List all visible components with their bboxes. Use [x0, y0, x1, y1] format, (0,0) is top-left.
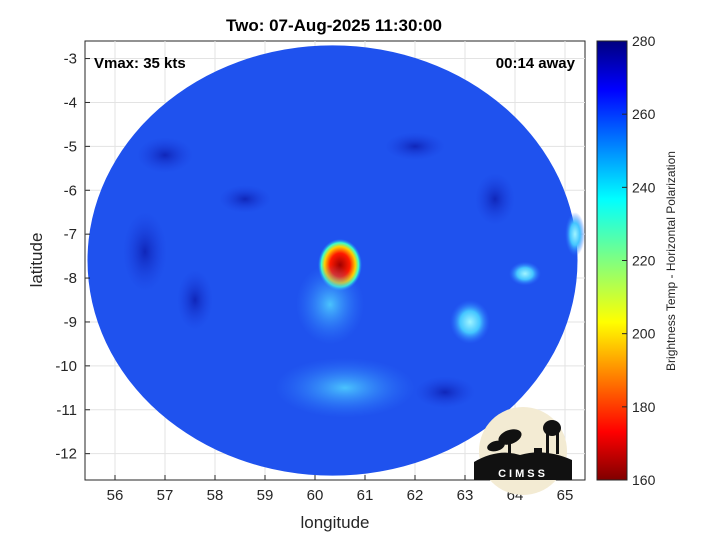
- x-axis-label: longitude: [300, 513, 369, 532]
- feature-inner-band: [296, 264, 364, 345]
- colorbar-tick-label: 280: [632, 33, 656, 49]
- cool-region: [137, 137, 193, 174]
- x-tick-label: 56: [107, 487, 124, 504]
- y-tick-label: -3: [64, 51, 77, 68]
- x-tick-label: 59: [257, 487, 274, 504]
- y-tick-label: -9: [64, 314, 77, 331]
- x-axis: 56 57 58 59 60 61 62 63 64 65: [107, 475, 574, 504]
- colorbar-tick-label: 220: [632, 253, 656, 269]
- vmax-annotation: Vmax: 35 kts: [94, 55, 186, 72]
- x-tick-label: 63: [457, 487, 474, 504]
- cool-region: [385, 132, 445, 161]
- y-tick-label: -4: [64, 94, 77, 111]
- y-axis: -3 -4 -5 -6 -7 -8 -9 -10 -11 -12: [55, 51, 90, 463]
- time-away-annotation: 00:14 away: [496, 55, 576, 72]
- x-tick-label: 60: [307, 487, 324, 504]
- cool-region: [475, 173, 515, 226]
- y-tick-label: -8: [64, 270, 77, 287]
- x-tick-label: 65: [557, 487, 574, 504]
- feature-south-band: [275, 357, 415, 418]
- chart-title: Two: 07-Aug-2025 11:30:00: [226, 16, 442, 35]
- x-tick-label: 57: [157, 487, 174, 504]
- x-tick-label: 58: [207, 487, 224, 504]
- y-tick-label: -12: [55, 446, 77, 463]
- colorbar-tick-label: 200: [632, 326, 656, 342]
- feature-edge-cells: [565, 212, 585, 257]
- colorbar-tick-label: 160: [632, 472, 656, 488]
- y-tick-label: -10: [55, 358, 77, 375]
- x-tick-label: 61: [357, 487, 374, 504]
- colorbar-label: Brightness Temp - Horizontal Polarizatio…: [664, 151, 678, 371]
- colorbar-tick-label: 260: [632, 106, 656, 122]
- colorbar-tick-label: 180: [632, 399, 656, 415]
- cool-region: [177, 270, 213, 331]
- cimss-logo: CIMSS: [474, 407, 572, 495]
- y-axis-label: latitude: [27, 233, 46, 288]
- cool-region: [219, 185, 271, 214]
- cimss-logo-text: CIMSS: [498, 468, 548, 480]
- cool-region: [415, 376, 475, 409]
- feature-east-cells: [450, 299, 490, 344]
- y-tick-label: -5: [64, 138, 77, 155]
- feature-east-cells-2: [509, 261, 541, 286]
- colorbar-axis: 160 180 200 220 240 260 280: [622, 33, 656, 488]
- y-tick-label: -7: [64, 226, 77, 243]
- colorbar-tick-label: 240: [632, 179, 656, 195]
- cool-region: [123, 211, 167, 292]
- brightness-temp-field: [87, 45, 585, 476]
- x-tick-label: 62: [407, 487, 424, 504]
- y-tick-label: -11: [56, 402, 77, 419]
- y-tick-label: -6: [64, 182, 77, 199]
